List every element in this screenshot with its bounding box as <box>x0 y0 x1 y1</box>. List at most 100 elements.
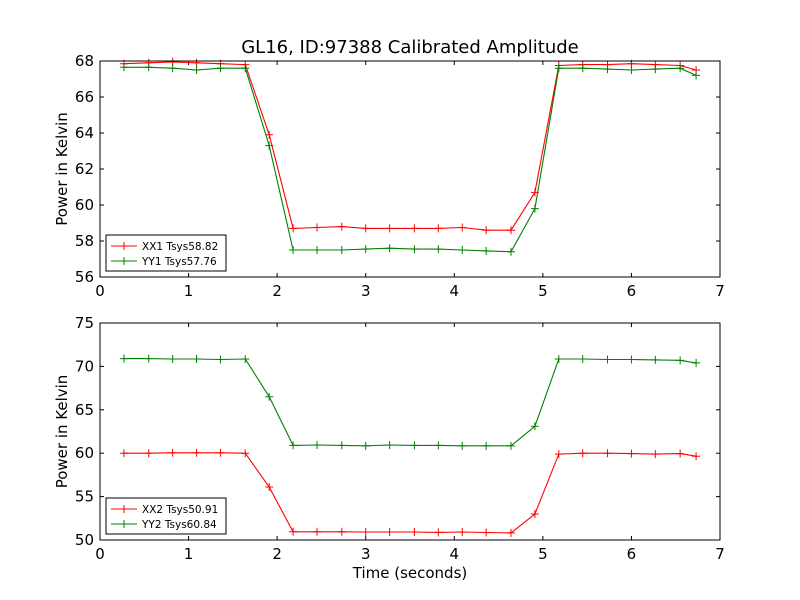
data-point <box>692 452 701 461</box>
data-point <box>289 224 298 233</box>
data-point <box>692 358 701 367</box>
data-point <box>119 354 128 363</box>
data-point <box>651 450 660 459</box>
legend-swatch-marker <box>120 520 128 528</box>
data-point <box>385 528 394 537</box>
data-point <box>241 355 250 364</box>
series-yy2 <box>119 354 701 450</box>
data-point <box>265 392 274 401</box>
data-point <box>530 422 539 431</box>
data-point <box>506 441 515 450</box>
y-tick-label: 58 <box>75 232 94 250</box>
legend-swatch-marker <box>120 242 128 250</box>
data-point <box>192 448 201 457</box>
x-tick-label: 5 <box>538 282 548 300</box>
data-point <box>216 355 225 364</box>
data-point <box>554 355 563 364</box>
y-tick-label: 75 <box>75 314 94 332</box>
legend-swatch-marker <box>120 257 128 265</box>
data-point <box>651 355 660 364</box>
x-tick-label: 4 <box>450 545 460 563</box>
x-tick-label: 7 <box>715 282 725 300</box>
data-point <box>289 441 298 450</box>
data-point <box>337 441 346 450</box>
data-point <box>144 63 153 72</box>
data-point <box>554 450 563 459</box>
data-point <box>216 64 225 73</box>
data-point <box>119 63 128 72</box>
x-tick-label: 0 <box>95 545 105 563</box>
data-point <box>410 528 419 537</box>
data-point <box>692 71 701 80</box>
data-point <box>361 245 370 254</box>
data-point <box>458 223 467 232</box>
legend-label: YY2 Tsys60.84 <box>141 519 217 531</box>
series-yy1 <box>119 63 701 256</box>
data-point <box>578 449 587 458</box>
data-point <box>144 449 153 458</box>
y-tick-label: 64 <box>75 124 94 142</box>
data-point <box>313 246 321 254</box>
data-point <box>434 441 443 450</box>
x-tick-label: 5 <box>538 545 548 563</box>
y-tick-label: 68 <box>75 52 94 70</box>
x-tick-label: 2 <box>272 545 282 563</box>
legend-swatch-marker <box>120 505 128 513</box>
data-point <box>168 355 177 364</box>
data-point <box>216 448 225 457</box>
legend-box <box>105 234 227 272</box>
data-point <box>361 528 370 537</box>
legend-label: XX1 Tsys58.82 <box>142 241 218 253</box>
data-point <box>119 449 128 458</box>
data-point <box>313 440 321 449</box>
data-point <box>410 224 419 233</box>
data-point <box>676 64 685 73</box>
data-point <box>192 58 201 67</box>
data-point <box>241 449 250 458</box>
data-point <box>313 527 321 536</box>
data-point <box>603 449 612 458</box>
data-point <box>603 355 612 364</box>
y-tick-label: 66 <box>75 88 94 106</box>
y-axis-label: Power in Kelvin <box>53 112 71 226</box>
data-point <box>482 246 491 255</box>
data-point <box>385 224 394 233</box>
y-tick-label: 60 <box>75 196 94 214</box>
x-tick-label: 2 <box>272 282 282 300</box>
data-point <box>265 483 274 492</box>
figure-title: GL16, ID:97388 Calibrated Amplitude <box>241 37 579 58</box>
data-point <box>434 528 443 537</box>
data-point <box>337 246 346 254</box>
x-tick-label: 6 <box>627 545 637 563</box>
y-axis-label: Power in Kelvin <box>53 375 71 489</box>
data-point <box>530 204 539 213</box>
data-point <box>651 65 660 74</box>
data-point <box>265 130 274 139</box>
data-point <box>506 247 515 256</box>
data-point <box>289 527 298 536</box>
data-point <box>627 449 636 458</box>
data-point <box>530 509 539 518</box>
data-point <box>385 440 394 449</box>
x-axis-label: Time (seconds) <box>352 564 468 582</box>
data-point <box>458 528 467 537</box>
x-tick-label: 1 <box>184 282 194 300</box>
data-point <box>265 141 274 150</box>
data-point <box>337 222 346 231</box>
data-point <box>337 527 346 536</box>
data-point <box>676 449 685 458</box>
data-point <box>289 246 298 254</box>
y-tick-label: 62 <box>75 160 94 178</box>
data-point <box>361 224 370 233</box>
x-tick-label: 7 <box>715 545 725 563</box>
y-tick-label: 70 <box>75 357 94 375</box>
data-point <box>458 441 467 450</box>
data-point <box>554 64 563 73</box>
data-point <box>482 528 491 537</box>
data-point <box>603 65 612 74</box>
plot-frame <box>99 60 721 278</box>
data-point <box>578 355 587 364</box>
data-point <box>627 355 636 364</box>
y-tick-label: 60 <box>75 444 94 462</box>
